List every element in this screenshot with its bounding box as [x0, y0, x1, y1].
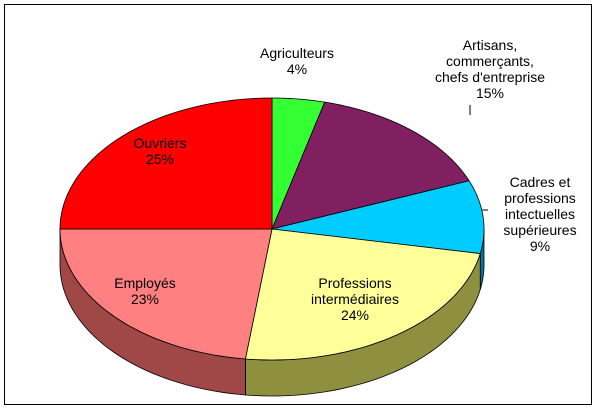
pie-slice [271, 101, 470, 230]
data-label: 9% [530, 238, 550, 254]
data-label: 25% [146, 151, 174, 167]
category-label: Ouvriers [134, 135, 187, 151]
pie-slice [244, 228, 481, 361]
category-label: Employés [114, 275, 175, 291]
category-label: Artisans, commerçants, chefs d'entreprise [435, 37, 545, 85]
data-label: 15% [476, 85, 504, 101]
pie-slice [271, 180, 485, 254]
pie-slice [59, 97, 273, 230]
data-label: 23% [131, 291, 159, 307]
data-label: 24% [341, 307, 369, 323]
data-label: 4% [287, 61, 307, 77]
category-label: Cadres et professions intectuelles supérieu… [503, 174, 576, 238]
category-label: Agriculteurs [260, 45, 334, 61]
category-label: Professions intermédiaires [311, 275, 399, 307]
pie-slice [59, 228, 273, 360]
